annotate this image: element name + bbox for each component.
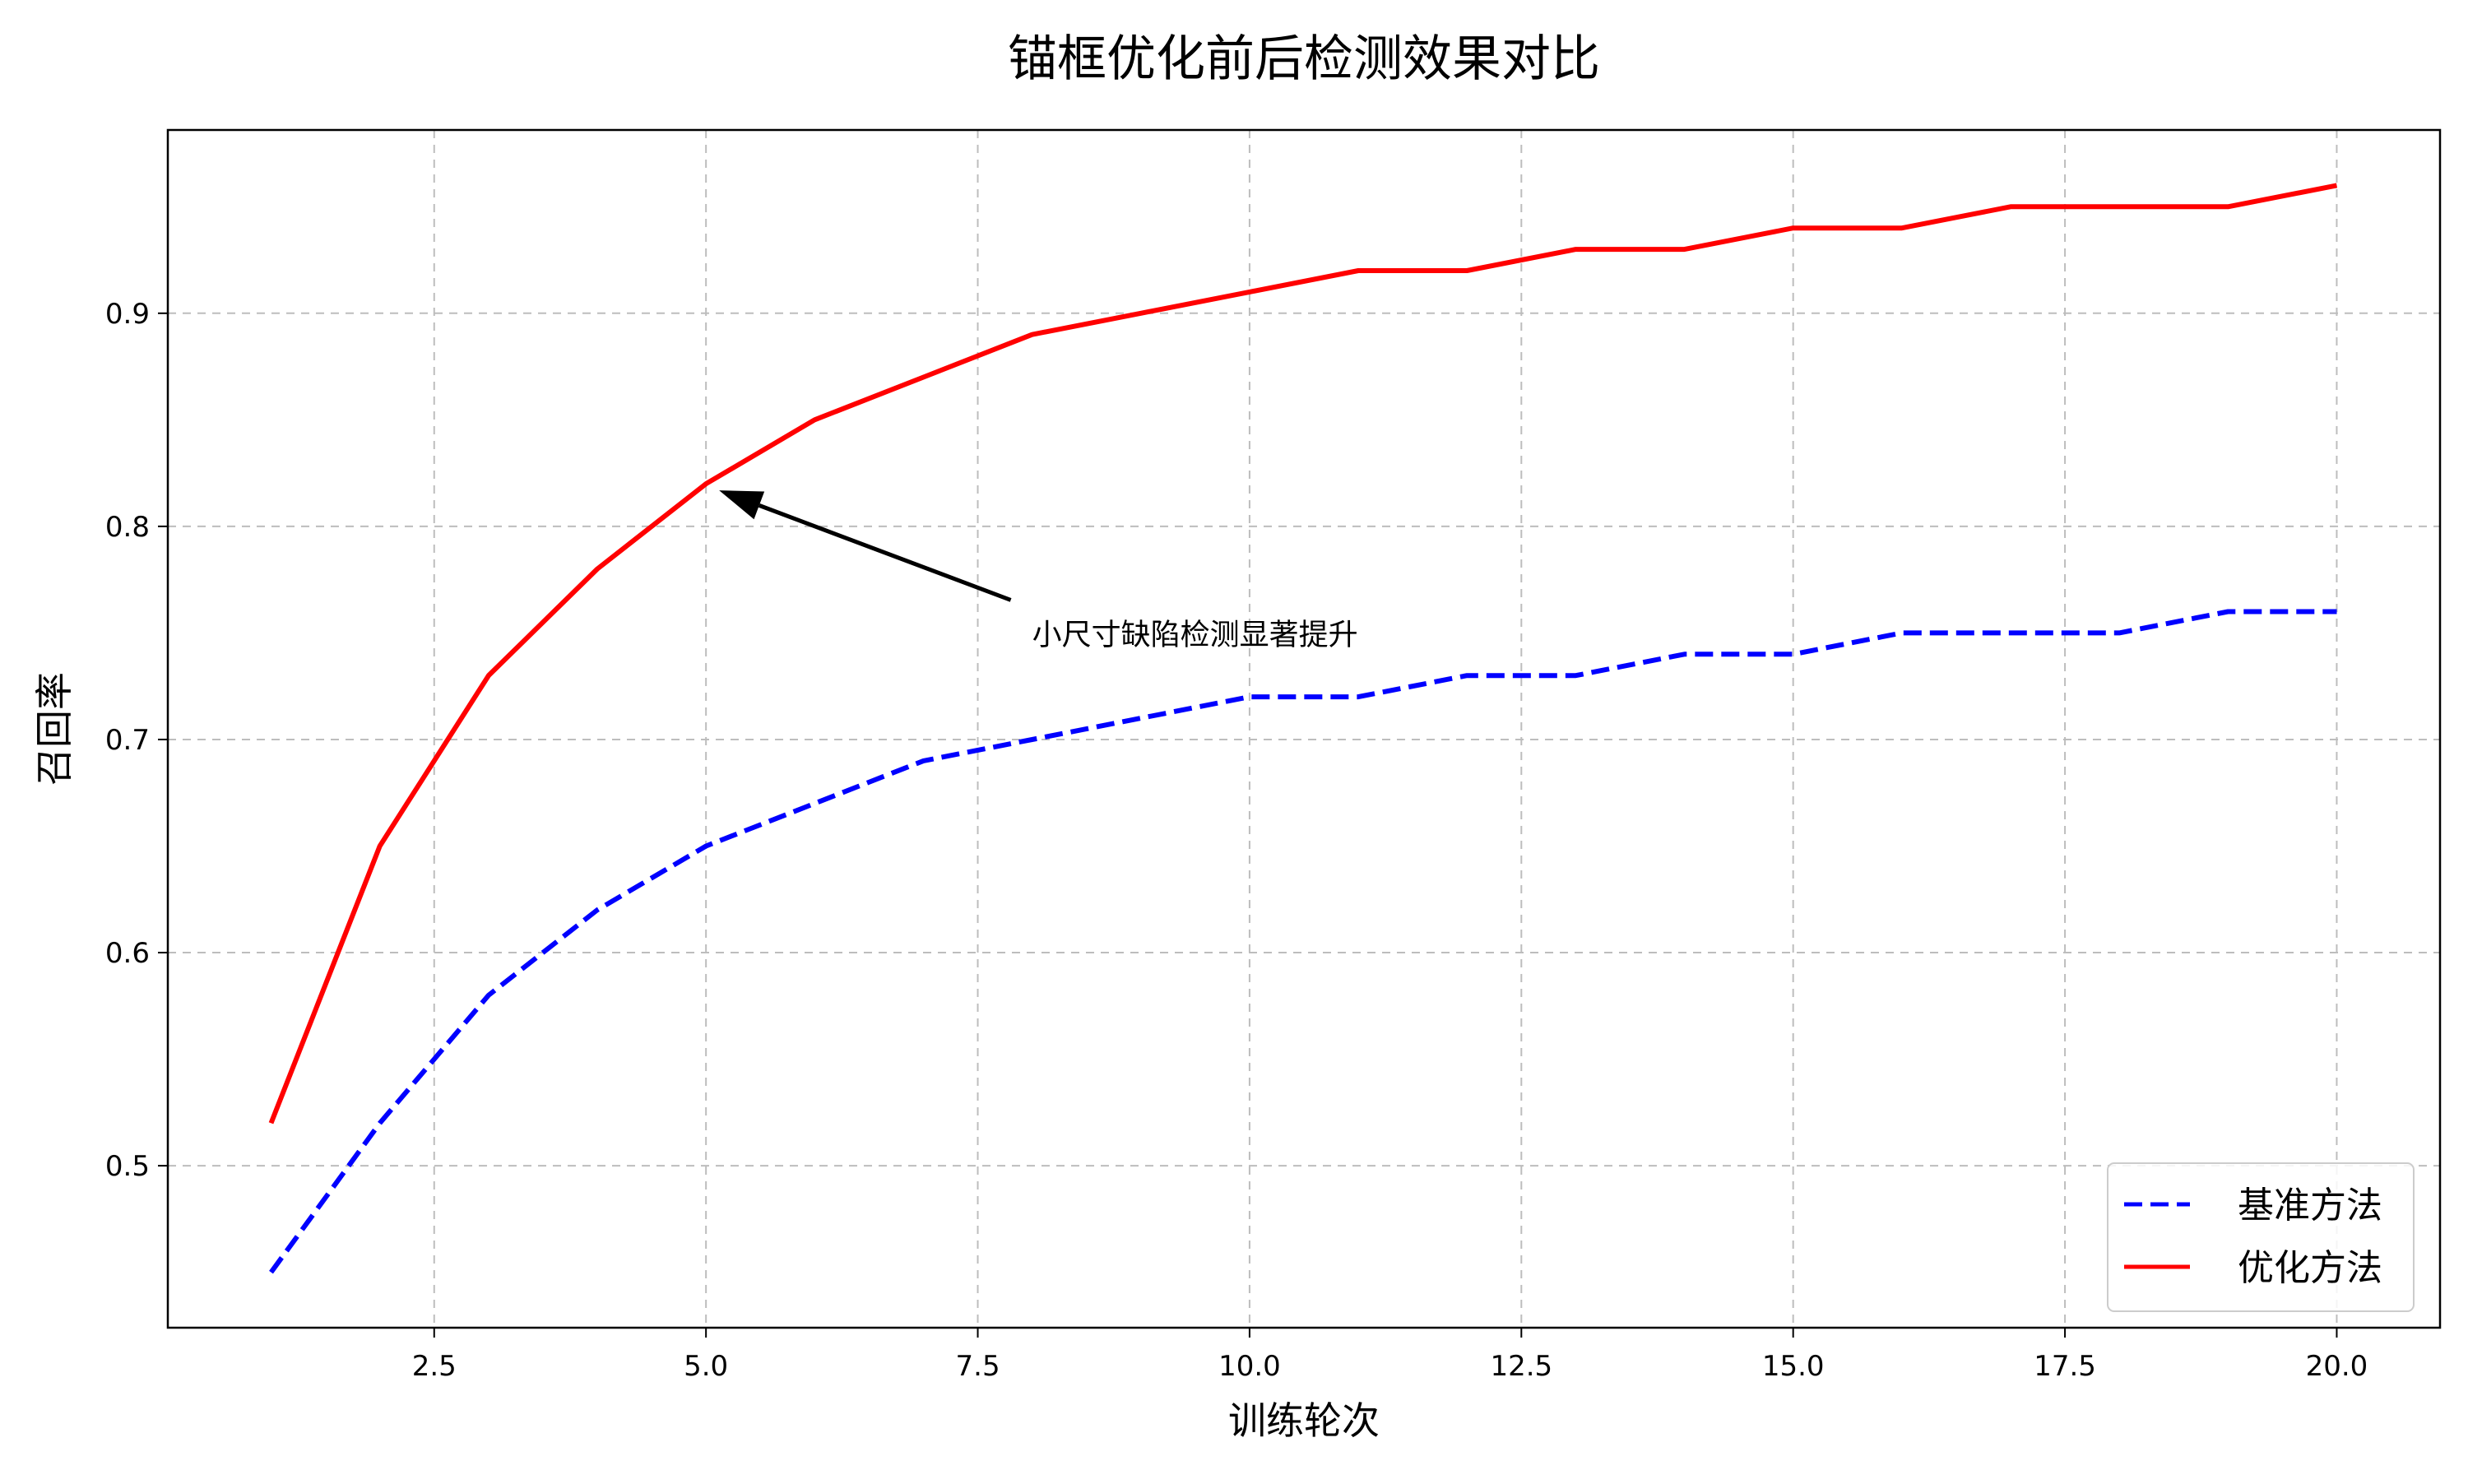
x-tick-label: 2.5: [412, 1350, 457, 1383]
x-tick-label: 20.0: [2306, 1350, 2368, 1383]
annotation-arrow-head: [719, 490, 765, 520]
y-tick-label: 0.9: [105, 298, 150, 331]
legend-box: [2107, 1162, 2415, 1312]
y-tick-label: 0.5: [105, 1150, 150, 1183]
y-tick-label: 0.6: [105, 937, 150, 970]
legend: 基准方法 优化方法: [2107, 1162, 2415, 1312]
chart-title: 锚框优化前后检测效果对比: [1008, 30, 1600, 88]
x-tick-label: 15.0: [1762, 1350, 1825, 1383]
x-tick-label: 17.5: [2034, 1350, 2096, 1383]
plot-area-frame: [166, 128, 2442, 1329]
annotation-text: 小尺寸缺陷检测显著提升: [1032, 618, 1358, 652]
x-tick-label: 12.5: [1490, 1350, 1552, 1383]
x-tick-label: 5.0: [684, 1350, 728, 1383]
series-line-optimized: [268, 183, 2338, 1125]
x-tick-label: 7.5: [956, 1350, 1000, 1383]
series-lines: [268, 183, 2338, 1274]
y-axis-label: 召回率: [32, 672, 77, 786]
axis-ticks: 2.5 5.0 7.5 10.0 12.5 15.0 17.5 20.0 0.5 0.6 0.7 0.…: [105, 298, 2368, 1383]
grid: [168, 130, 2440, 1328]
y-tick-label: 0.7: [105, 724, 150, 757]
legend-label-optimized: 优化方法: [2238, 1247, 2382, 1289]
annotation-arrow: [758, 503, 1012, 602]
x-axis-label: 训练轮次: [1228, 1398, 1380, 1443]
y-tick-label: 0.8: [105, 511, 150, 544]
x-tick-label: 10.0: [1218, 1350, 1281, 1383]
series-line-baseline: [269, 609, 2337, 1274]
annotation: 小尺寸缺陷检测显著提升: [719, 490, 1358, 652]
legend-label-baseline: 基准方法: [2238, 1185, 2382, 1227]
